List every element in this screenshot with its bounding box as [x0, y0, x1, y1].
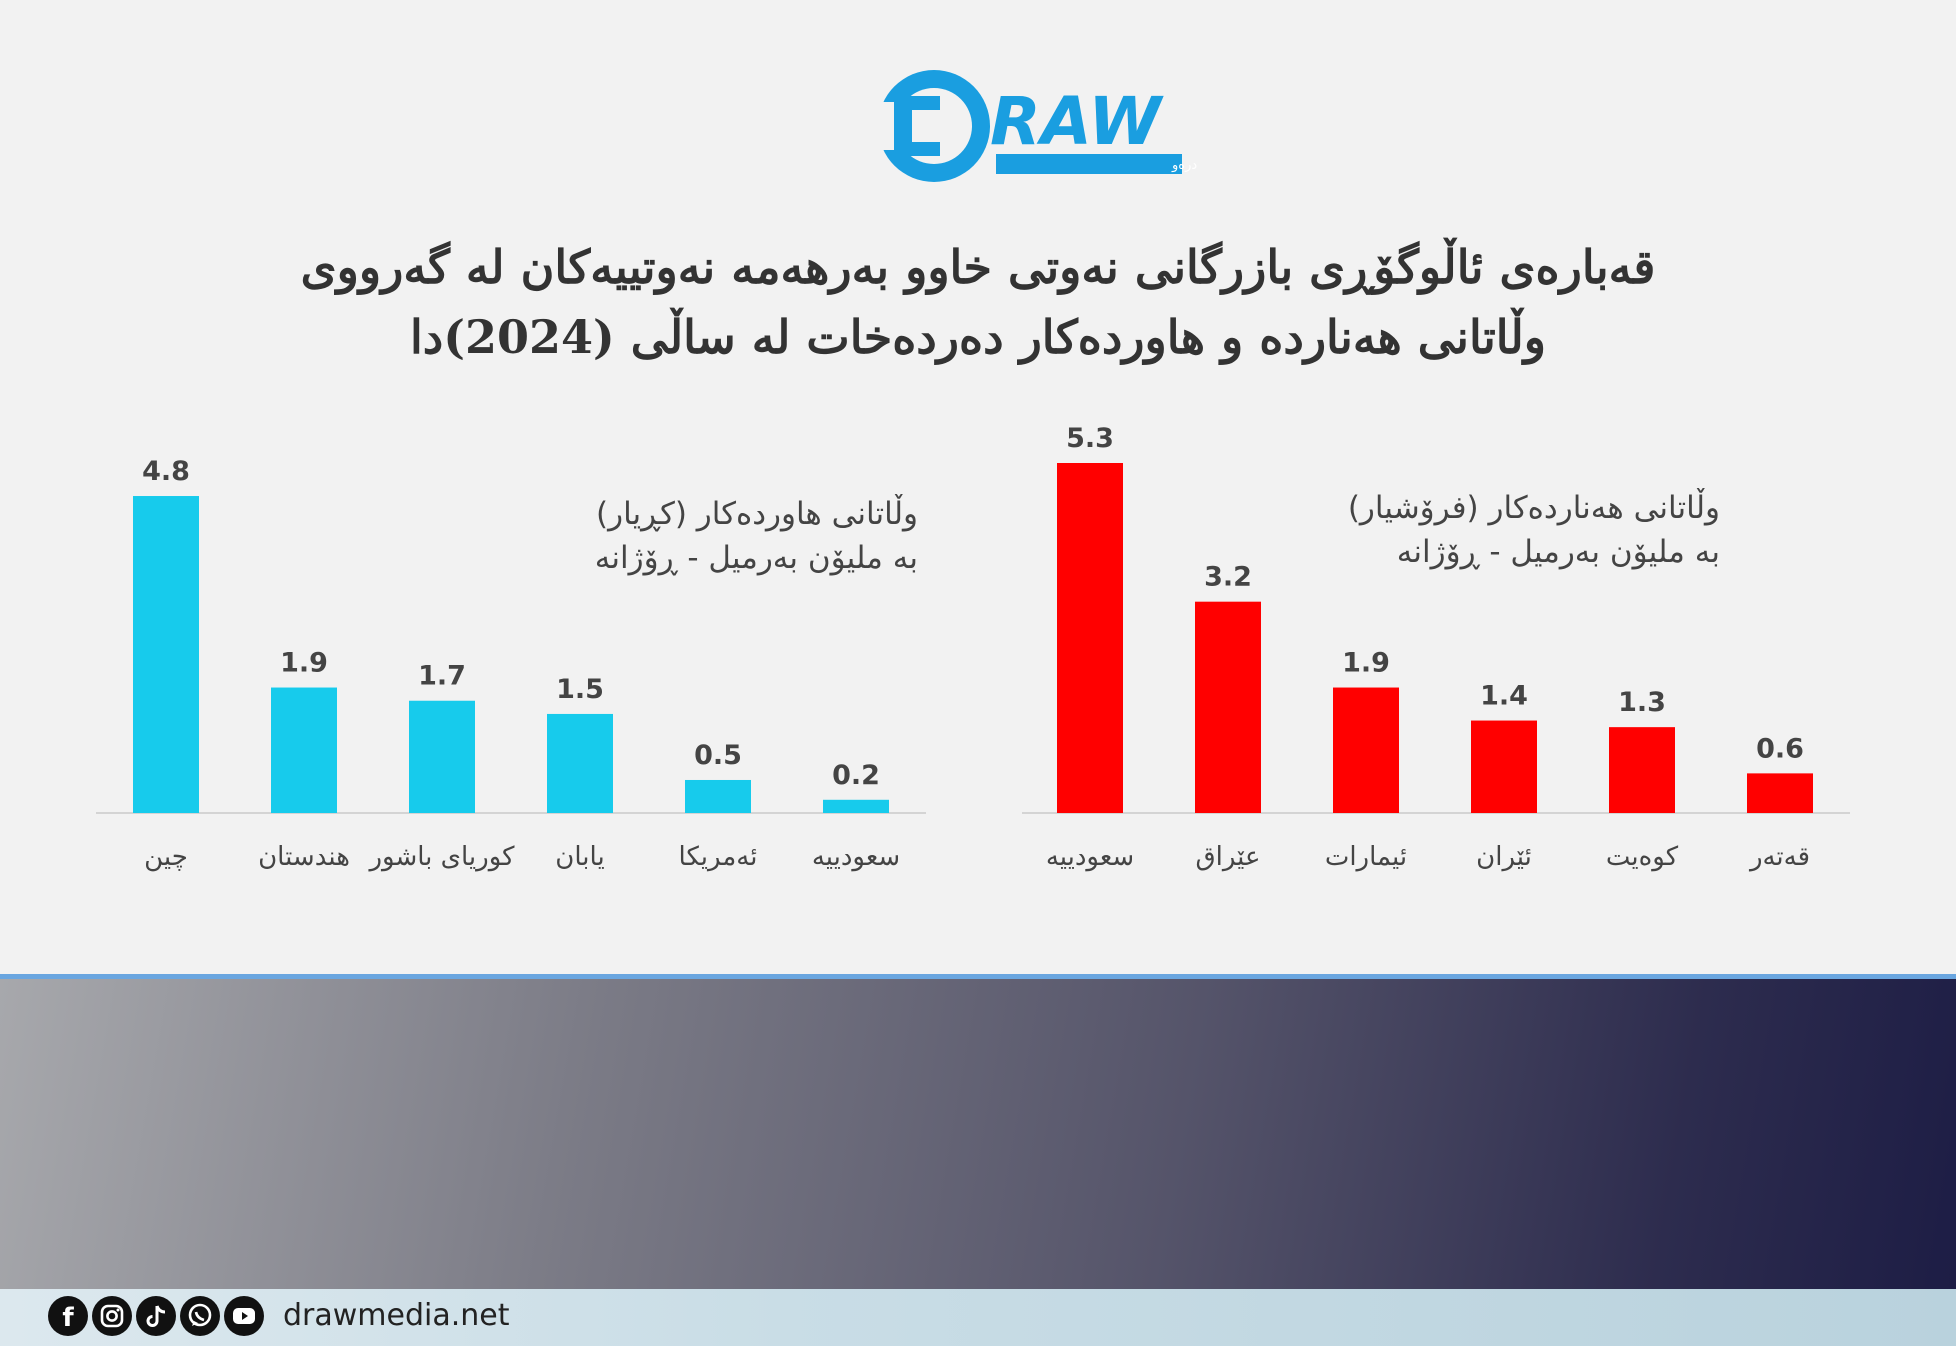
bar-0-1 — [271, 687, 337, 813]
value-label-1-4: 1.3 — [1618, 687, 1666, 718]
importers-chart: 4.8 چین 1.9 هندستان 1.7 کوریای باشور 1.5 یابان 0… — [80, 420, 940, 890]
category-label-1-3: ئێران — [1476, 842, 1532, 872]
value-label-0-5: 0.2 — [832, 760, 880, 791]
bar-0-3 — [547, 713, 613, 813]
value-label-0-3: 1.5 — [556, 674, 604, 705]
footer-bar — [0, 1289, 1956, 1346]
importers-subtitle-line-2: بە ملیۆن بەرمیل - ڕۆژانە — [594, 540, 918, 576]
divider-line — [0, 974, 1956, 979]
value-label-1-5: 0.6 — [1756, 733, 1804, 764]
bar-1-5 — [1747, 773, 1813, 813]
value-label-0-0: 4.8 — [142, 456, 190, 487]
value-label-0-2: 1.7 — [418, 661, 466, 692]
category-label-1-2: ئیمارات — [1325, 842, 1407, 872]
exporters-subtitle: وڵاتانی هەناردەکار (فرۆشیار) بە ملیۆن بە… — [1260, 486, 1720, 574]
importers-subtitle-line-1: وڵاتانی هاوردەکار (کڕیار) — [596, 496, 918, 532]
website-url[interactable]: drawmedia.net — [283, 1298, 510, 1333]
bar-1-1 — [1195, 601, 1261, 813]
youtube-icon[interactable] — [224, 1296, 264, 1336]
value-label-0-4: 0.5 — [694, 740, 742, 771]
category-label-0-4: ئەمریکا — [679, 842, 758, 872]
category-label-0-3: یابان — [555, 842, 604, 872]
chart-title-line-1: قەبارەی ئاڵوگۆڕی بازرگانی نەوتی خاوو بەر… — [300, 240, 1656, 294]
exporters-subtitle-line-2: بە ملیۆن بەرمیل - ڕۆژانە — [1396, 534, 1720, 570]
category-label-0-5: سعودییە — [812, 842, 900, 872]
category-label-1-1: عێراق — [1195, 842, 1260, 872]
category-label-1-4: کوەیت — [1606, 842, 1679, 872]
bar-0-2 — [409, 700, 475, 813]
bottom-gradient-band — [0, 979, 1956, 1289]
bar-1-2 — [1333, 687, 1399, 813]
bar-1-0 — [1057, 463, 1123, 813]
bar-0-0 — [133, 496, 199, 813]
infographic-panel: RAW دامەزراوەی میدیایی درەو قەبارەی ئاڵو… — [80, 70, 1880, 890]
instagram-icon[interactable] — [92, 1296, 132, 1336]
category-label-0-2: کوریای باشور — [367, 842, 515, 872]
category-label-0-1: هندستان — [258, 842, 350, 872]
category-label-0-0: چین — [144, 842, 188, 872]
bar-1-4 — [1609, 727, 1675, 813]
bar-1-3 — [1471, 720, 1537, 813]
chart-title-line-2: وڵاتانی هەنارده و هاوردەکار دەردەخات لە … — [409, 310, 1547, 364]
value-label-1-3: 1.4 — [1480, 681, 1528, 712]
value-label-1-2: 1.9 — [1342, 648, 1390, 679]
exporters-subtitle-line-1: وڵاتانی هەناردەکار (فرۆشیار) — [1347, 490, 1720, 526]
facebook-icon[interactable]: f — [48, 1296, 88, 1336]
tiktok-icon[interactable] — [136, 1296, 176, 1336]
exporters-chart-svg: 5.3 سعودییە 3.2 عێراق 1.9 ئیمارات 1.4 ئێران 1.3 ک… — [1022, 423, 1850, 872]
whatsapp-icon[interactable] — [180, 1296, 220, 1336]
category-label-1-5: قەتەر — [1748, 842, 1810, 872]
importers-subtitle: وڵاتانی هاوردەکار (کڕیار) بە ملیۆن بەرمی… — [498, 492, 918, 580]
importers-chart-svg: 4.8 چین 1.9 هندستان 1.7 کوریای باشور 1.5 یابان 0… — [96, 456, 926, 872]
exporters-chart: 5.3 سعودییە 3.2 عێراق 1.9 ئیمارات 1.4 ئێران 1.3 ک… — [1000, 420, 1880, 890]
draw-logo: RAW دامەزراوەی میدیایی درەو — [878, 70, 1202, 182]
logo-tagline: دامەزراوەی میدیایی درەو — [1171, 158, 1202, 173]
value-label-0-1: 1.9 — [280, 648, 328, 679]
svg-text:f: f — [62, 1303, 74, 1333]
bar-0-5 — [823, 799, 889, 813]
value-label-1-0: 5.3 — [1066, 423, 1114, 454]
value-label-1-1: 3.2 — [1204, 562, 1252, 593]
logo-wordmark: RAW — [990, 83, 1164, 160]
bar-0-4 — [685, 779, 751, 813]
category-label-1-0: سعودییە — [1046, 842, 1134, 872]
